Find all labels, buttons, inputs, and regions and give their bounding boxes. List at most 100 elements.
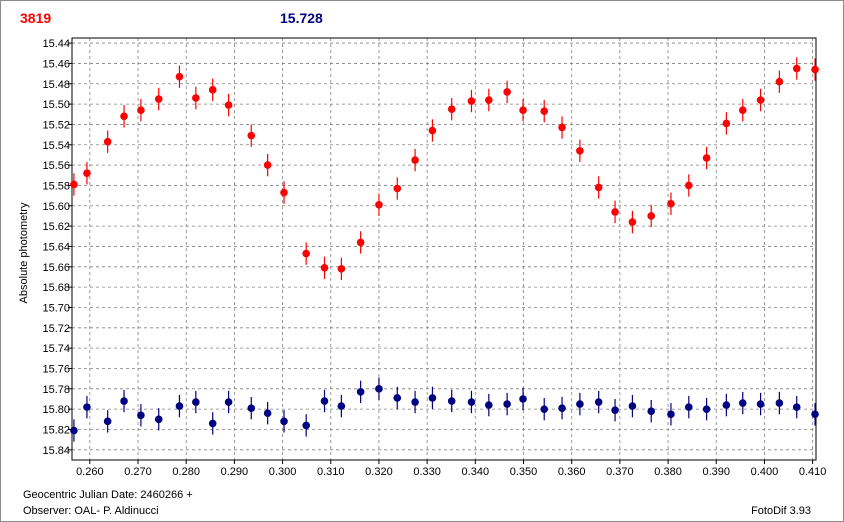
data-point: [792, 403, 801, 411]
data-point: [756, 96, 765, 104]
data-point: [792, 64, 801, 73]
y-tick-label: 15.66: [42, 262, 70, 274]
data-point: [224, 101, 233, 109]
data-point: [393, 184, 402, 193]
data-point: [485, 401, 493, 409]
data-point: [280, 188, 288, 197]
y-tick-label: 15.60: [42, 201, 70, 213]
data-point: [811, 65, 819, 74]
data-point: [775, 77, 784, 86]
y-tick-label: 15.68: [42, 282, 70, 294]
data-point: [137, 411, 145, 420]
data-point: [684, 181, 693, 190]
data-point: [503, 400, 511, 408]
data-point: [702, 154, 711, 162]
observer-label: Observer: OAL- P. Aldinucci: [23, 505, 159, 517]
y-tick-label: 15.64: [42, 241, 70, 253]
magnitude-label: 15.728: [280, 10, 323, 26]
y-tick-label: 15.82: [42, 424, 70, 436]
y-tick-label: 15.48: [42, 79, 70, 91]
data-point: [208, 419, 217, 428]
y-axis-ticks: 15.44 15.46 15.48 15.50 15.52 15.54 15.56 15.58…: [42, 38, 72, 457]
y-tick-label: 15.80: [42, 404, 70, 416]
data-point: [485, 96, 493, 104]
x-tick-label: 0.260: [76, 466, 104, 478]
data-point: [83, 403, 91, 411]
data-point: [192, 94, 200, 102]
data-point: [154, 95, 163, 103]
data-point: [467, 398, 476, 406]
data-point: [175, 72, 184, 81]
data-point: [375, 385, 383, 393]
y-tick-label: 15.74: [42, 343, 70, 355]
y-tick-label: 15.62: [42, 221, 70, 233]
comparison-star-series: [70, 377, 819, 442]
x-tick-label: 0.400: [751, 466, 779, 478]
software-version-label: FotoDif 3.93: [751, 505, 811, 517]
data-point: [208, 86, 217, 94]
x-tick-label: 0.330: [413, 466, 441, 478]
y-tick-label: 15.50: [42, 99, 70, 111]
data-point: [103, 417, 112, 426]
data-point: [519, 106, 527, 114]
data-point: [540, 405, 549, 413]
data-point: [224, 398, 233, 406]
y-tick-label: 15.84: [42, 445, 70, 457]
data-point: [70, 426, 78, 435]
y-tick-label: 15.76: [42, 363, 70, 375]
data-point: [356, 238, 365, 247]
data-point: [667, 410, 675, 419]
y-axis-label: Absolute photometry: [18, 202, 30, 303]
data-point: [411, 398, 419, 406]
data-points: [70, 57, 819, 442]
plot-area-border: [71, 37, 817, 461]
data-point: [667, 199, 675, 208]
x-tick-label: 0.410: [799, 466, 827, 478]
data-point: [594, 398, 603, 406]
data-point: [263, 409, 272, 418]
data-point: [702, 405, 711, 413]
data-point: [647, 407, 656, 415]
data-point: [775, 399, 784, 407]
x-tick-label: 0.270: [124, 466, 152, 478]
data-point: [447, 105, 456, 113]
data-point: [540, 107, 549, 116]
star-id-label: 3819: [20, 10, 52, 26]
data-point: [280, 417, 288, 426]
x-tick-label: 0.310: [317, 466, 345, 478]
x-tick-label: 0.350: [510, 466, 538, 478]
data-point: [356, 388, 365, 396]
grid-lines: [72, 38, 816, 460]
data-point: [628, 402, 637, 410]
y-tick-label: 15.44: [42, 38, 70, 50]
data-point: [594, 183, 603, 192]
data-point: [558, 123, 566, 132]
data-point: [337, 402, 346, 410]
data-point: [738, 106, 747, 114]
data-point: [628, 218, 637, 226]
data-point: [722, 401, 731, 409]
target-star-series: [70, 57, 819, 281]
data-point: [393, 394, 402, 402]
y-tick-label: 15.78: [42, 384, 70, 396]
julian-date-label: Geocentric Julian Date: 2460266 +: [23, 489, 193, 501]
data-point: [447, 397, 456, 405]
data-point: [576, 400, 584, 408]
data-point: [611, 208, 619, 216]
x-tick-label: 0.340: [462, 466, 490, 478]
x-tick-label: 0.280: [172, 466, 200, 478]
data-point: [558, 404, 566, 412]
data-point: [756, 400, 765, 408]
data-point: [684, 403, 693, 411]
data-point: [302, 421, 310, 430]
data-point: [503, 88, 511, 96]
x-tick-label: 0.390: [702, 466, 730, 478]
x-tick-label: 0.360: [558, 466, 586, 478]
data-point: [738, 399, 747, 407]
y-tick-label: 15.56: [42, 160, 70, 172]
data-point: [811, 410, 819, 419]
data-point: [519, 395, 527, 403]
data-point: [428, 126, 437, 135]
y-tick-label: 15.54: [42, 140, 70, 152]
data-point: [722, 119, 731, 128]
